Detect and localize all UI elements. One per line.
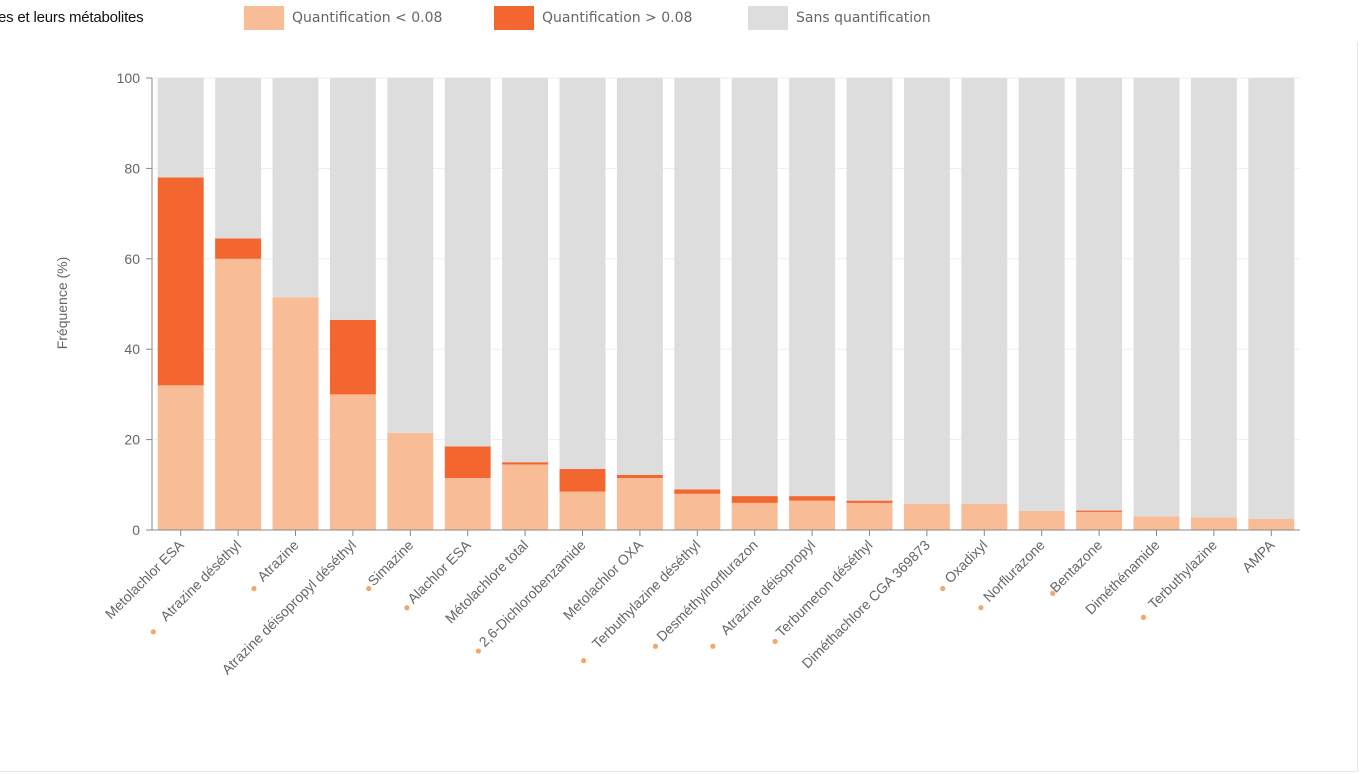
bar-high-11 (789, 496, 836, 501)
y-tick-label-0: 0 (132, 522, 140, 538)
bar-low-3 (329, 394, 376, 530)
bar-low-6 (502, 464, 549, 530)
bar-none-10 (731, 78, 778, 497)
bar-none-12 (846, 78, 893, 501)
bar-none-1 (215, 78, 262, 239)
bar-high-3 (329, 319, 376, 395)
x-label-marker-11 (710, 643, 716, 649)
page-title: es et leurs métabolites (0, 9, 144, 26)
bar-high-10 (731, 496, 778, 503)
bar-none-3 (329, 78, 376, 320)
x-label-marker-14 (940, 585, 946, 592)
bar-low-19 (1248, 518, 1295, 530)
legend-item-none[interactable]: Sans quantification (748, 6, 931, 30)
x-tick-label-16: Bentazone (1047, 537, 1106, 596)
bar-low-0 (157, 385, 204, 530)
bar-none-14 (961, 78, 1008, 504)
x-tick-label-19: AMPA (1239, 536, 1278, 575)
bar-low-9 (674, 493, 721, 530)
bar-low-7 (559, 491, 606, 530)
bar-high-7 (559, 468, 606, 492)
bar-high-6 (502, 462, 549, 465)
bar-low-17 (1133, 516, 1180, 530)
legend-swatch-high (494, 6, 534, 30)
y-tick-label-40: 40 (124, 341, 140, 357)
bar-low-14 (961, 503, 1008, 530)
x-tick-label-7: 2,6-Dichlorobenzamide (476, 537, 589, 650)
bar-high-0 (157, 177, 204, 386)
legend-swatch-low (244, 6, 284, 30)
y-tick-label-100: 100 (117, 70, 141, 86)
x-tick-label-10: Desméthylnorflurazon (653, 537, 761, 645)
bar-low-15 (1018, 511, 1065, 530)
bar-none-17 (1133, 78, 1180, 517)
bar-high-12 (846, 500, 893, 503)
bar-none-8 (616, 78, 663, 475)
x-label-marker-15 (978, 605, 984, 611)
y-tick-label-60: 60 (124, 251, 140, 267)
bar-none-11 (789, 78, 836, 497)
bar-none-16 (1076, 78, 1123, 511)
x-label-marker-9 (581, 658, 587, 664)
x-label-marker-5 (404, 605, 410, 611)
bar-low-2 (272, 297, 319, 530)
bar-low-10 (731, 502, 778, 530)
x-label-marker-1 (150, 629, 156, 635)
legend-label-low: Quantification < 0.08 (292, 10, 443, 26)
legend-label-none: Sans quantification (796, 10, 931, 26)
x-tick-label-9: Terbuthylazine déséthyl (589, 537, 704, 652)
x-label-marker-4 (366, 585, 372, 592)
bar-none-4 (387, 78, 434, 433)
bar-high-5 (444, 446, 491, 479)
x-label-marker-16 (1050, 590, 1056, 596)
bar-none-15 (1018, 78, 1065, 512)
bar-low-5 (444, 478, 491, 530)
legend-item-high[interactable]: Quantification > 0.08 (494, 6, 692, 30)
x-label-marker-7 (475, 648, 482, 654)
y-axis-title: Fréquence (%) (54, 257, 70, 350)
bar-low-18 (1190, 517, 1237, 530)
bar-none-0 (157, 78, 204, 178)
bar-none-5 (444, 78, 491, 447)
chart-frame (0, 42, 1358, 772)
y-tick-label-20: 20 (124, 432, 140, 448)
bar-high-8 (616, 474, 663, 479)
bar-low-12 (846, 502, 893, 530)
axis-layer: 0 20 40 60 80 100 (117, 70, 1300, 538)
grid-layer (152, 77, 1300, 441)
bar-high-9 (674, 489, 721, 494)
bar-low-1 (215, 258, 262, 530)
x-label-marker-10 (652, 643, 659, 649)
x-tick-label-15: Norflurazone (980, 537, 1048, 605)
bar-high-16 (1076, 510, 1123, 512)
bar-none-18 (1190, 78, 1237, 518)
bar-low-16 (1076, 511, 1123, 530)
x-label-marker-18 (1140, 614, 1147, 620)
bar-none-6 (502, 78, 549, 463)
legend-swatch-none (748, 6, 788, 30)
bar-layer (157, 78, 1295, 530)
legend-label-high: Quantification > 0.08 (542, 10, 693, 26)
bar-low-13 (903, 503, 950, 530)
y-tick-label-80: 80 (124, 160, 140, 176)
bar-low-8 (616, 478, 663, 530)
x-tick-label-11: Atrazine déisopropyl (717, 537, 818, 638)
bar-low-4 (387, 432, 434, 530)
bar-high-1 (215, 238, 262, 259)
x-label-marker-2 (251, 585, 257, 592)
x-label-marker-12 (772, 638, 778, 645)
bar-none-13 (903, 78, 950, 504)
x-tick-label-4: Simazine (364, 537, 416, 589)
bar-none-9 (674, 78, 721, 490)
bar-none-19 (1248, 78, 1295, 519)
legend-item-low[interactable]: Quantification < 0.08 (244, 6, 442, 30)
x-tick-label-14: Oxadixyl (941, 537, 990, 586)
x-tick-label-2: Atrazine (254, 537, 302, 585)
bar-low-11 (789, 500, 836, 530)
bar-none-7 (559, 78, 606, 469)
x-tick-label-12: Terbumeton déséthyl (772, 537, 875, 640)
bar-none-2 (272, 78, 319, 298)
